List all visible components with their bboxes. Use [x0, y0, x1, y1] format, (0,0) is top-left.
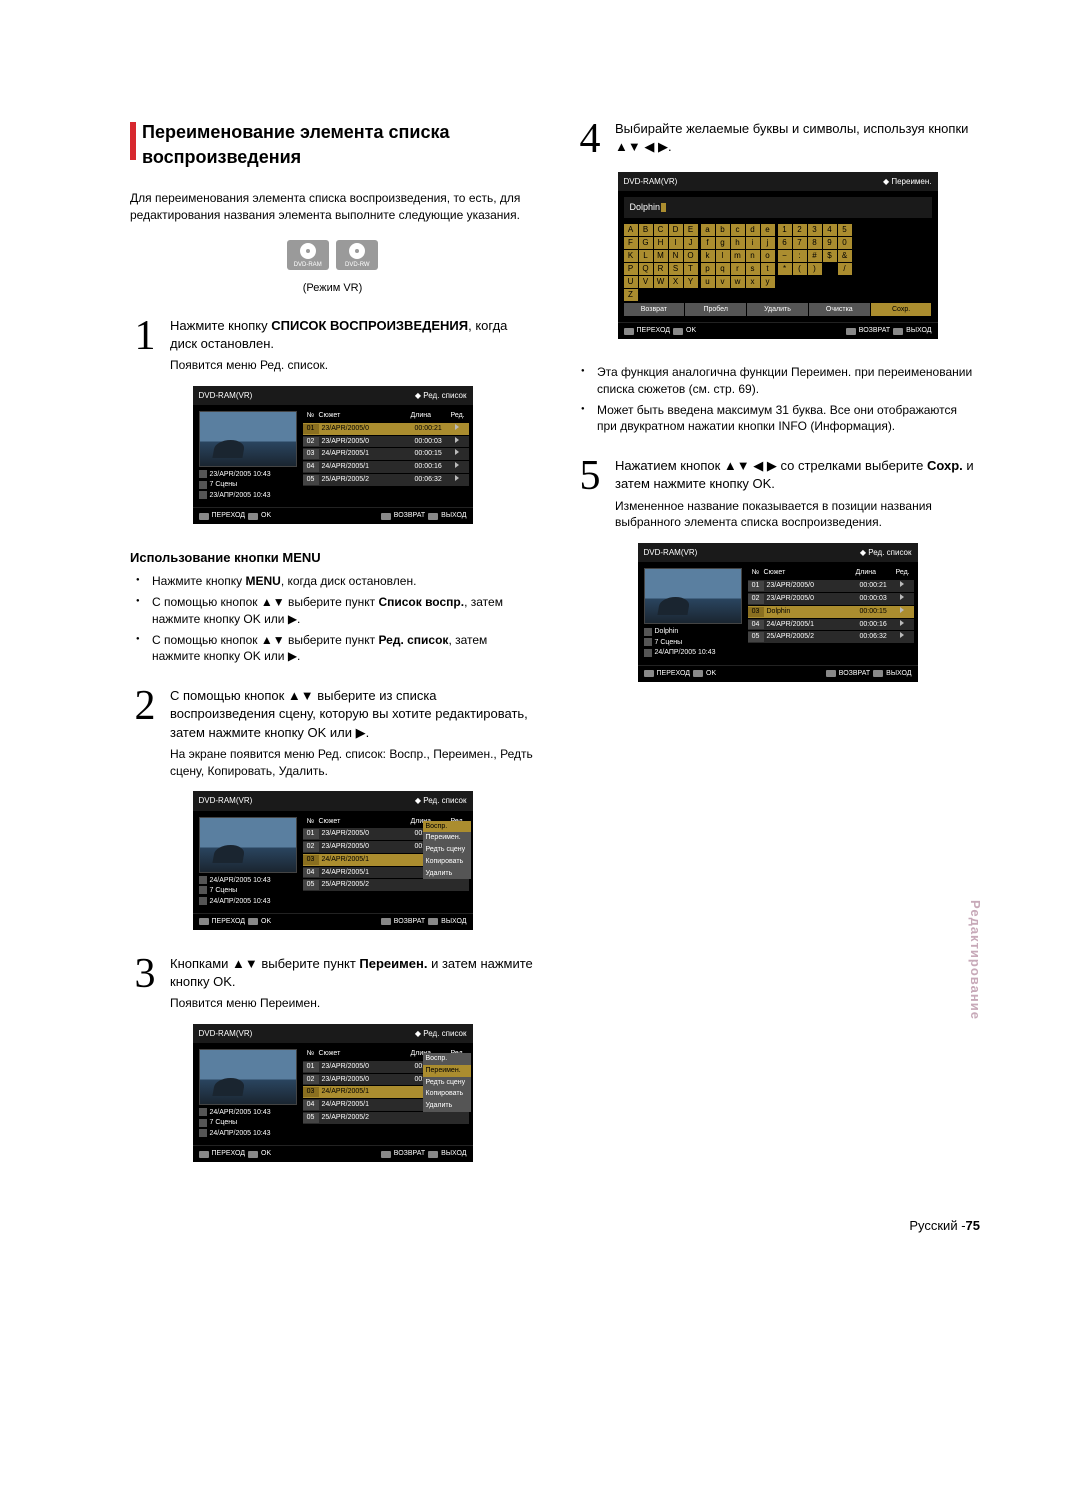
step-3: 3 Кнопками ▲▼ выберите пункт Переимен. и… [130, 955, 535, 1012]
section-title: Переименование элемента списка воспроизв… [130, 120, 535, 170]
red-accent-bar [130, 122, 136, 160]
menu-subheading: Использование кнопки MENU [130, 549, 535, 567]
keyboard-num: 1234567890−:#$&*()/ [778, 224, 852, 301]
keyboard-upper: ABCDEFGHIJKLMNOPQRSTUVWXYZ [624, 224, 698, 301]
rename-input: Dolphin [624, 197, 932, 218]
osd-screenshot-1: DVD-RAM(VR)◆ Ред. список 23/APR/2005 10:… [193, 386, 473, 524]
step-number: 5 [575, 457, 605, 531]
osd-screenshot-3: DVD-RAM(VR)◆ Ред. список 24/APR/2005 10:… [193, 1024, 473, 1162]
mode-caption: (Режим VR) [130, 281, 535, 296]
dvd-rw-icon: DVD-RW [336, 240, 378, 270]
title-text: Переименование элемента списка воспроизв… [142, 120, 535, 170]
keyboard-lower: abcdefghijklmnopqrstuvwxy [701, 224, 775, 301]
osd-screenshot-5: DVD-RAM(VR)◆ Ред. список Dolphin 7 Сцены… [638, 543, 918, 681]
context-menu: Воспр. Переимен. Редть сцену Копировать … [423, 821, 471, 880]
intro-text: Для переименования элемента списка воспр… [130, 190, 535, 224]
disc-icons: DVD-RAM DVD-RW [130, 240, 535, 275]
thumbnail-image [199, 411, 297, 467]
step-5: 5 Нажатием кнопок ▲▼ ◀ ▶ со стрелками вы… [575, 457, 980, 531]
osd-screenshot-2: DVD-RAM(VR)◆ Ред. список 24/APR/2005 10:… [193, 791, 473, 929]
notes-list: Эта функция аналогична функции Переимен.… [575, 364, 980, 435]
osd-keyboard: DVD-RAM(VR)◆ Переимен. Dolphin ABCDEFGHI… [618, 172, 938, 339]
step-number: 1 [130, 317, 160, 374]
step-2: 2 С помощью кнопок ▲▼ выберите из списка… [130, 687, 535, 779]
menu-usage-list: Нажмите кнопку MENU, когда диск остановл… [130, 573, 535, 665]
step-number: 4 [575, 120, 605, 160]
step-number: 2 [130, 687, 160, 779]
step-1: 1 Нажмите кнопку СПИСОК ВОСПРОИЗВЕДЕНИЯ,… [130, 317, 535, 374]
side-tab: Редактирование [966, 900, 984, 1020]
dvd-ram-icon: DVD-RAM [287, 240, 329, 270]
page-footer: Русский -75 [130, 1217, 980, 1235]
step-4: 4 Выбирайте желаемые буквы и символы, ис… [575, 120, 980, 160]
step-number: 3 [130, 955, 160, 1012]
